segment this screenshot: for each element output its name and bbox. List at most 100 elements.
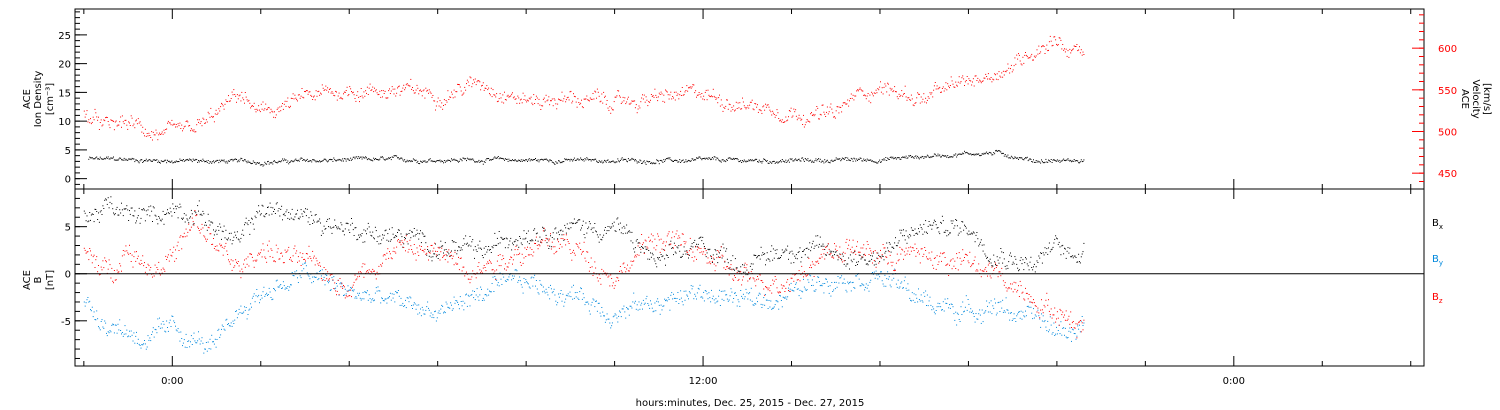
point-density — [550, 159, 551, 161]
point-velocity — [347, 95, 349, 97]
point-Bx — [142, 209, 144, 211]
point-density — [803, 160, 805, 162]
point-density — [626, 160, 628, 162]
series-velocity — [83, 35, 1085, 141]
point-density — [1028, 159, 1030, 161]
point-By — [412, 308, 413, 309]
point-Bz — [214, 246, 216, 247]
point-velocity — [884, 83, 886, 85]
point-density — [228, 160, 229, 162]
point-density — [898, 157, 900, 159]
point-velocity — [710, 96, 712, 98]
point-density — [100, 158, 102, 160]
point-By — [793, 290, 795, 292]
point-By — [525, 279, 527, 281]
point-By — [929, 296, 931, 298]
point-Bx — [664, 258, 666, 260]
point-Bx — [413, 228, 415, 229]
point-density — [931, 156, 933, 158]
point-By — [320, 275, 322, 277]
point-By — [862, 284, 864, 286]
point-density — [190, 159, 191, 161]
point-By — [643, 303, 645, 305]
point-Bx — [397, 229, 399, 231]
point-By — [874, 277, 876, 279]
point-Bz — [241, 268, 243, 270]
point-By — [364, 291, 366, 293]
point-velocity — [342, 98, 344, 100]
point-velocity — [465, 89, 467, 91]
point-Bx — [966, 232, 968, 234]
point-density — [1060, 160, 1062, 162]
point-velocity — [360, 88, 362, 89]
point-By — [491, 283, 493, 284]
point-Bz — [312, 250, 314, 252]
point-By — [96, 310, 98, 312]
point-Bx — [98, 212, 99, 214]
point-density — [839, 158, 841, 160]
point-velocity — [227, 101, 229, 103]
point-density — [733, 157, 735, 159]
point-Bx — [1072, 257, 1074, 259]
point-velocity — [987, 78, 988, 80]
point-Bz — [110, 277, 112, 279]
point-velocity — [984, 77, 986, 79]
point-density — [631, 157, 633, 159]
point-Bx — [197, 205, 199, 207]
point-Bx — [417, 232, 419, 234]
point-By — [735, 295, 737, 296]
point-By — [703, 300, 705, 302]
point-Bx — [763, 254, 765, 255]
point-Bx — [825, 254, 827, 256]
point-Bx — [784, 250, 786, 252]
point-density — [605, 161, 607, 163]
point-velocity — [925, 97, 927, 99]
point-density — [657, 160, 659, 162]
point-Bx — [636, 239, 638, 240]
point-Bx — [595, 230, 597, 232]
point-density — [94, 158, 96, 160]
point-density — [438, 160, 440, 162]
point-Bx — [203, 213, 205, 215]
point-velocity — [981, 81, 983, 82]
point-density — [761, 162, 763, 164]
point-Bz — [455, 262, 457, 264]
point-density — [536, 160, 538, 162]
point-Bz — [466, 271, 467, 273]
point-velocity — [1007, 63, 1009, 65]
point-velocity — [243, 99, 245, 101]
point-velocity — [331, 91, 333, 93]
point-By — [277, 286, 279, 288]
point-By — [804, 288, 806, 290]
point-density — [174, 161, 176, 163]
point-density — [736, 158, 738, 160]
point-Bx — [412, 231, 413, 233]
point-density — [140, 159, 142, 161]
point-velocity — [903, 93, 904, 95]
point-velocity — [758, 109, 760, 111]
point-velocity — [654, 88, 656, 90]
point-Bx — [864, 259, 866, 261]
point-By — [521, 286, 523, 288]
point-density — [428, 159, 429, 161]
point-velocity — [254, 108, 256, 110]
point-Bx — [182, 217, 184, 219]
point-density — [242, 160, 244, 162]
point-Bz — [240, 277, 242, 279]
point-density — [548, 161, 550, 163]
point-density — [845, 157, 847, 158]
point-Bz — [447, 261, 449, 263]
point-velocity — [1077, 50, 1079, 52]
point-velocity — [940, 91, 942, 93]
point-By — [267, 294, 268, 296]
point-density — [273, 160, 275, 162]
point-density — [993, 152, 995, 154]
point-Bx — [244, 222, 246, 224]
point-Bx — [111, 203, 113, 205]
point-Bz — [290, 259, 292, 261]
point-Bx — [612, 225, 614, 227]
point-By — [201, 337, 203, 339]
point-velocity — [632, 100, 634, 102]
point-density — [711, 158, 712, 160]
point-By — [256, 289, 258, 290]
